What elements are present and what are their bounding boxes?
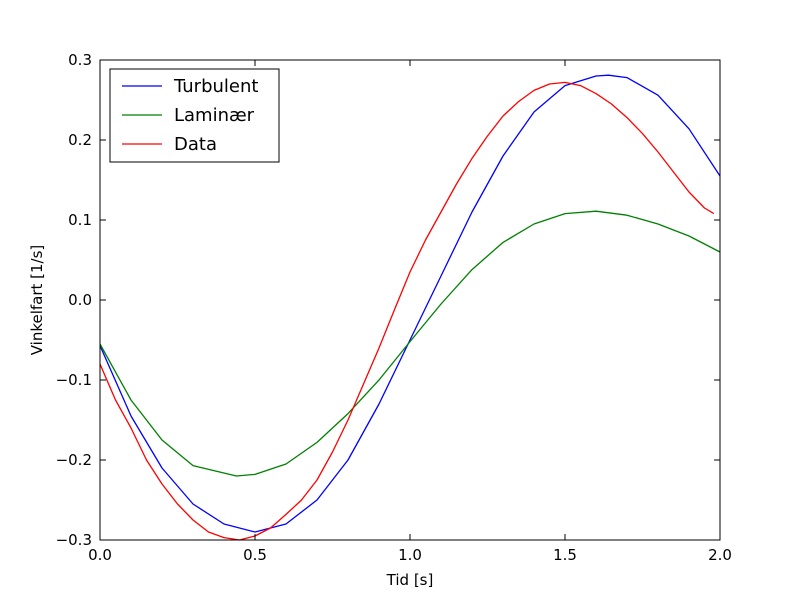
series-line-turbulent: [99, 74, 721, 533]
ticks-layer: 0.0 0.5 1.0 1.5 2.0 −0.3 −0.2 −0.1 0.0 0.1 0.2 0.3: [56, 51, 732, 564]
y-tick-label: 0.1: [68, 211, 92, 229]
y-tick-label: −0.2: [56, 451, 92, 469]
y-tick-label: −0.3: [56, 531, 92, 549]
series-line-lamin-r: [99, 210, 721, 477]
series-layer: [99, 74, 721, 541]
legend-label: Laminær: [174, 105, 255, 126]
legend: Turbulent Laminær Data: [109, 68, 280, 163]
x-axis-label: Tid [s]: [386, 571, 434, 589]
x-tick-label: 1.0: [398, 546, 422, 564]
x-tick-label: 1.5: [553, 546, 577, 564]
y-tick-label: 0.3: [68, 51, 92, 69]
legend-label: Turbulent: [173, 76, 258, 97]
y-tick-label: 0.0: [68, 291, 92, 309]
legend-label: Data: [174, 134, 217, 155]
x-tick-label: 0.5: [243, 546, 267, 564]
x-tick-label: 0.0: [88, 546, 112, 564]
y-tick-label: 0.2: [68, 131, 92, 149]
y-tick-label: −0.1: [56, 371, 92, 389]
x-tick-label: 2.0: [708, 546, 732, 564]
series-line-data: [99, 81, 715, 541]
y-axis-label: Vinkelfart [1/s]: [28, 245, 46, 356]
